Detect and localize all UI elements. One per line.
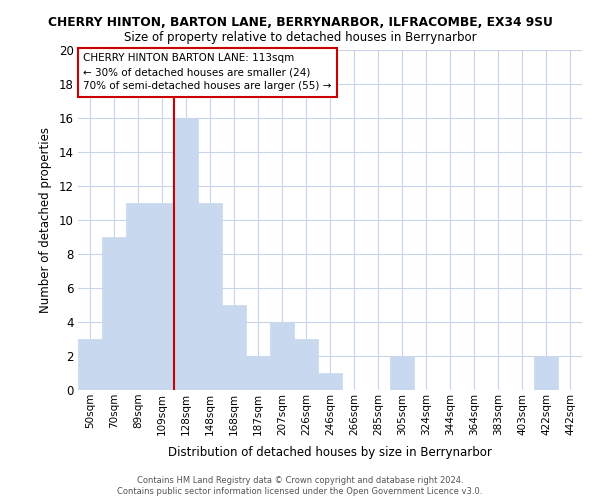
- Bar: [222, 305, 246, 390]
- Bar: [78, 339, 102, 390]
- Bar: [270, 322, 294, 390]
- Bar: [102, 237, 126, 390]
- Bar: [246, 356, 270, 390]
- Bar: [318, 373, 342, 390]
- Y-axis label: Number of detached properties: Number of detached properties: [39, 127, 52, 313]
- Bar: [126, 203, 150, 390]
- Bar: [534, 356, 558, 390]
- X-axis label: Distribution of detached houses by size in Berrynarbor: Distribution of detached houses by size …: [168, 446, 492, 459]
- Bar: [150, 203, 174, 390]
- Text: Contains public sector information licensed under the Open Government Licence v3: Contains public sector information licen…: [118, 487, 482, 496]
- Text: CHERRY HINTON BARTON LANE: 113sqm
← 30% of detached houses are smaller (24)
70% : CHERRY HINTON BARTON LANE: 113sqm ← 30% …: [83, 54, 331, 92]
- Bar: [198, 203, 222, 390]
- Bar: [174, 118, 198, 390]
- Text: Size of property relative to detached houses in Berrynarbor: Size of property relative to detached ho…: [124, 31, 476, 44]
- Text: CHERRY HINTON, BARTON LANE, BERRYNARBOR, ILFRACOMBE, EX34 9SU: CHERRY HINTON, BARTON LANE, BERRYNARBOR,…: [47, 16, 553, 29]
- Bar: [390, 356, 414, 390]
- Bar: [294, 339, 318, 390]
- Text: Contains HM Land Registry data © Crown copyright and database right 2024.: Contains HM Land Registry data © Crown c…: [137, 476, 463, 485]
